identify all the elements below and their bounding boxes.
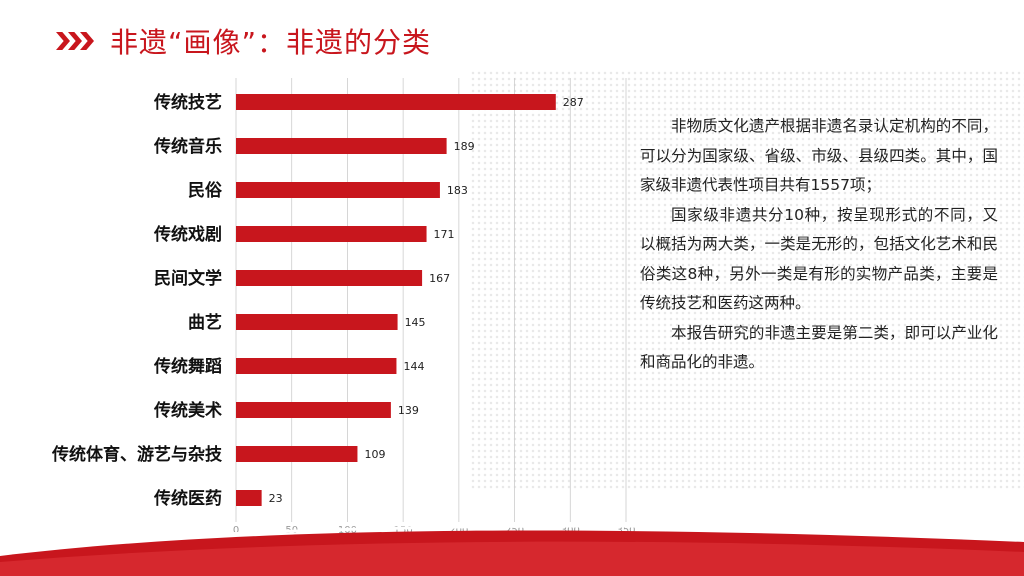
description-paragraph-2: 国家级非遗共分10种，按呈现形式的不同，又以概括为两大类，一类是无形的，包括文化…	[640, 205, 998, 313]
x-tick-label: 250	[505, 525, 524, 536]
data-label: 167	[429, 272, 450, 285]
bar	[236, 226, 427, 242]
chevron-arrows-icon	[56, 32, 94, 50]
x-tick-label: 150	[394, 525, 413, 536]
x-tick-label: 0	[233, 525, 239, 536]
x-tick-label: 350	[616, 525, 635, 536]
data-label: 145	[405, 316, 426, 329]
x-tick-label: 300	[561, 525, 580, 536]
bar	[236, 490, 262, 506]
bottom-wave-decoration	[0, 524, 1024, 576]
category-label: 传统技艺	[153, 92, 222, 113]
data-label: 189	[454, 140, 475, 153]
category-label: 民间文学	[154, 268, 222, 289]
category-label: 传统美术	[153, 400, 222, 421]
data-label: 144	[403, 360, 424, 373]
description-paragraph-1: 非物质文化遗产根据非遗名录认定机构的不同，可以分为国家级、省级、市级、县级四类。…	[640, 117, 998, 194]
bar	[236, 314, 398, 330]
x-tick-label: 200	[449, 525, 468, 536]
category-label: 传统医药	[153, 488, 222, 509]
description-paragraph-3: 本报告研究的非遗主要是第二类，即可以产业化和商品化的非遗。	[640, 323, 998, 372]
category-label: 曲艺	[188, 312, 222, 333]
page-title: 非遗“画像”：非遗的分类	[110, 26, 432, 59]
category-label: 传统体育、游艺与杂技	[51, 444, 223, 465]
bar	[236, 358, 397, 374]
data-label: 171	[434, 228, 455, 241]
bar	[236, 270, 423, 286]
description-text: 非物质文化遗产根据非遗名录认定机构的不同，可以分为国家级、省级、市级、县级四类。…	[640, 112, 998, 378]
title-bar: 非遗“画像”：非遗的分类	[56, 18, 431, 64]
data-label: 23	[269, 492, 283, 505]
data-label: 109	[364, 448, 385, 461]
bar	[236, 94, 556, 110]
world-map-background	[470, 70, 1024, 490]
bar	[236, 182, 440, 198]
bar	[236, 402, 391, 418]
category-label: 民俗	[188, 180, 223, 201]
bar	[236, 446, 358, 462]
category-label: 传统舞蹈	[153, 356, 222, 377]
data-label: 139	[398, 404, 419, 417]
category-label: 传统戏剧	[153, 224, 222, 245]
data-label: 183	[447, 184, 468, 197]
bar	[236, 138, 447, 154]
category-label: 传统音乐	[153, 136, 222, 157]
data-label: 287	[563, 96, 584, 109]
